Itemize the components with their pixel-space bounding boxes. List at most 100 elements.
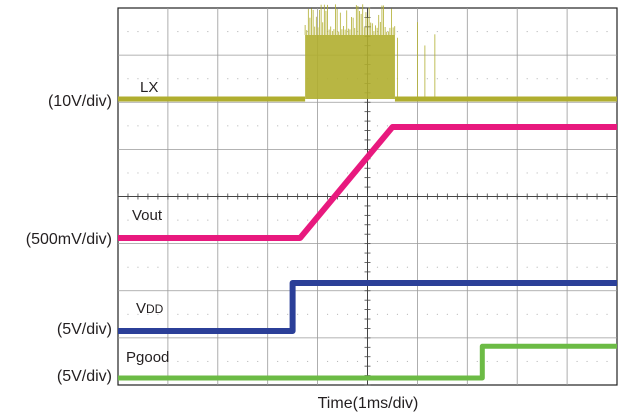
grid-dot	[586, 313, 588, 315]
grid-dot	[247, 360, 249, 363]
grid-dot	[376, 219, 379, 221]
grid-dot	[137, 266, 139, 268]
grid-dot	[386, 313, 389, 315]
grid-dot	[307, 125, 309, 127]
grid-dot	[506, 313, 508, 315]
grid-dot	[446, 172, 448, 174]
grid-dot	[436, 360, 438, 363]
grid-dot	[197, 266, 199, 268]
grid-dot	[486, 313, 488, 315]
trace-label-vdd: VDD	[136, 300, 164, 317]
grid-dot	[596, 266, 598, 268]
grid-dot	[247, 30, 249, 33]
grid-dot	[326, 266, 329, 268]
grid-dot	[137, 360, 139, 363]
grid-dot	[307, 266, 309, 268]
grid-dot	[506, 266, 508, 268]
grid-dot	[386, 266, 389, 268]
grid-dot	[476, 360, 478, 363]
grid-dot	[157, 78, 159, 80]
grid-dot	[187, 313, 189, 315]
grid-dot	[257, 78, 259, 80]
grid-dot	[396, 30, 399, 33]
grid-dot	[496, 266, 498, 268]
grid-dot	[436, 313, 438, 315]
grid-dot	[147, 172, 149, 174]
grid-dot	[456, 30, 458, 33]
grid-dot	[127, 219, 129, 221]
grid-dot	[197, 313, 199, 315]
grid-dot	[336, 266, 339, 268]
grid-dot	[307, 30, 309, 33]
grid-dot	[386, 360, 389, 363]
grid-dot	[247, 313, 249, 315]
trace-lx	[118, 4, 617, 102]
trace-label-lx: LX	[140, 79, 158, 96]
grid-dot	[197, 78, 199, 80]
grid-dot	[576, 266, 578, 268]
grid-dot	[187, 266, 189, 268]
grid-dot	[127, 266, 129, 268]
grid-dot	[336, 219, 339, 221]
grid-dot	[476, 172, 478, 174]
grid-dot	[576, 360, 578, 363]
grid-dot	[576, 30, 578, 33]
trace-line-pgood	[118, 343, 617, 381]
grid-dot	[287, 172, 289, 174]
grid-dot	[506, 219, 508, 221]
grid-dot	[247, 125, 249, 127]
grid-dot	[147, 125, 149, 127]
grid-dot	[406, 172, 409, 174]
grid-dot	[606, 266, 608, 268]
grid-dot	[496, 219, 498, 221]
grid-dot	[287, 30, 289, 33]
grid-dot	[207, 360, 209, 363]
grid-dot	[536, 30, 538, 33]
grid-dot	[187, 125, 189, 127]
grid-dot	[606, 219, 608, 221]
grid-dot	[197, 30, 199, 33]
grid-dot	[187, 30, 189, 33]
grid-dot	[247, 266, 249, 268]
grid-dot	[596, 30, 598, 33]
grid-dot	[227, 125, 229, 127]
grid-dot	[297, 313, 299, 315]
grid-dot	[207, 313, 209, 315]
grid-dot	[326, 172, 329, 174]
grid-dot	[536, 172, 538, 174]
grid-dot	[386, 30, 389, 33]
grid-dot	[376, 266, 379, 268]
grid-dot	[396, 266, 399, 268]
grid-dot	[536, 219, 538, 221]
grid-dot	[576, 313, 578, 315]
trace-vout	[118, 124, 617, 241]
grid-dot	[486, 30, 488, 33]
grid-dot	[356, 313, 359, 315]
grid-dot	[426, 313, 428, 315]
trace-label-vout: Vout	[132, 207, 163, 224]
grid-dot	[177, 30, 179, 33]
grid-dot	[436, 78, 438, 80]
grid-dot	[257, 313, 259, 315]
grid-dot	[177, 172, 179, 174]
grid-dot	[237, 266, 239, 268]
grid-dot	[307, 219, 309, 221]
grid-dot	[586, 266, 588, 268]
grid-dot	[127, 172, 129, 174]
grid-dot	[287, 360, 289, 363]
grid-dot	[127, 313, 129, 315]
grid-dot	[496, 30, 498, 33]
grid-dot	[177, 266, 179, 268]
grid-dot	[456, 172, 458, 174]
grid-dot	[297, 30, 299, 33]
grid-dot	[177, 219, 179, 221]
grid-dot	[406, 360, 409, 363]
grid-dot	[187, 172, 189, 174]
grid-dot	[526, 360, 528, 363]
trace-label-vdd-main: V	[136, 300, 146, 317]
grid-dot	[287, 219, 289, 221]
grid-dot	[606, 360, 608, 363]
grid-dot	[396, 313, 399, 315]
grid-dot	[297, 360, 299, 363]
